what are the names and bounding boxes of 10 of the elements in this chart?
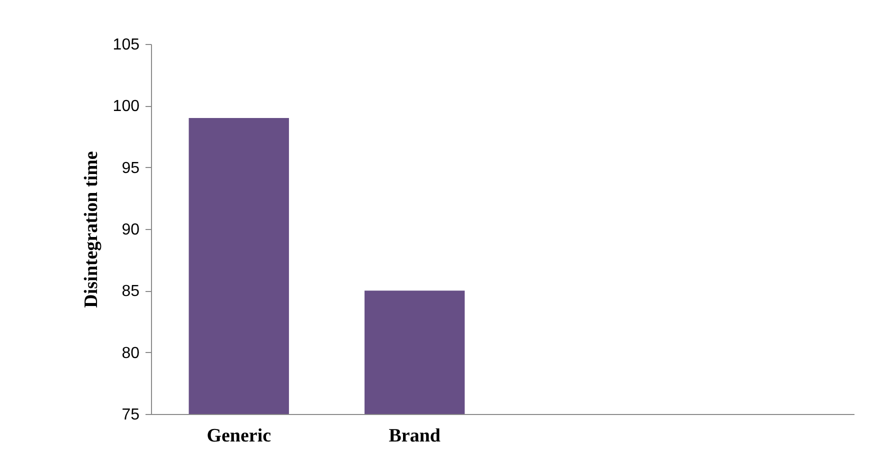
y-tick-label: 90	[122, 222, 140, 238]
y-tick-label: 85	[122, 283, 140, 300]
x-tick-label: Generic	[206, 426, 272, 446]
y-axis-title: Disintegration time	[80, 151, 102, 308]
y-tick-label: 80	[122, 344, 140, 362]
y-tick-label: 95	[122, 160, 140, 177]
y-tick-label: 75	[122, 406, 140, 424]
y-tick-label: 100	[112, 98, 140, 116]
x-tick-label: Brand	[388, 426, 441, 446]
y-tick-label: 105	[112, 36, 140, 54]
